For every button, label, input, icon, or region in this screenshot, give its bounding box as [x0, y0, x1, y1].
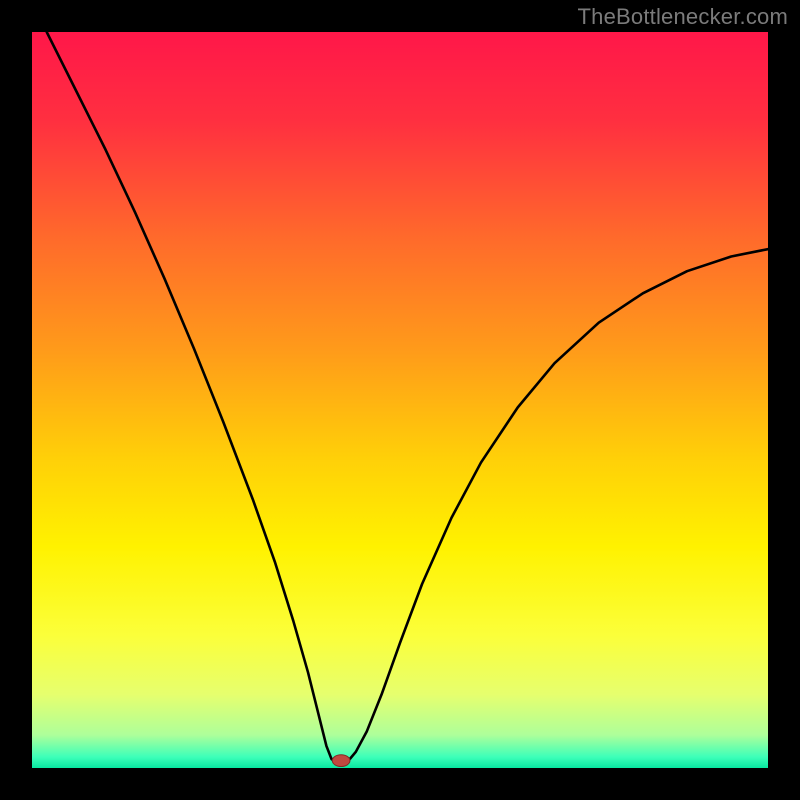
min-marker [332, 755, 350, 767]
gradient-background [32, 32, 768, 768]
chart-svg [32, 32, 768, 768]
plot-area [32, 32, 768, 768]
watermark-text: TheBottlenecker.com [578, 4, 788, 30]
chart-stage: TheBottlenecker.com [0, 0, 800, 800]
